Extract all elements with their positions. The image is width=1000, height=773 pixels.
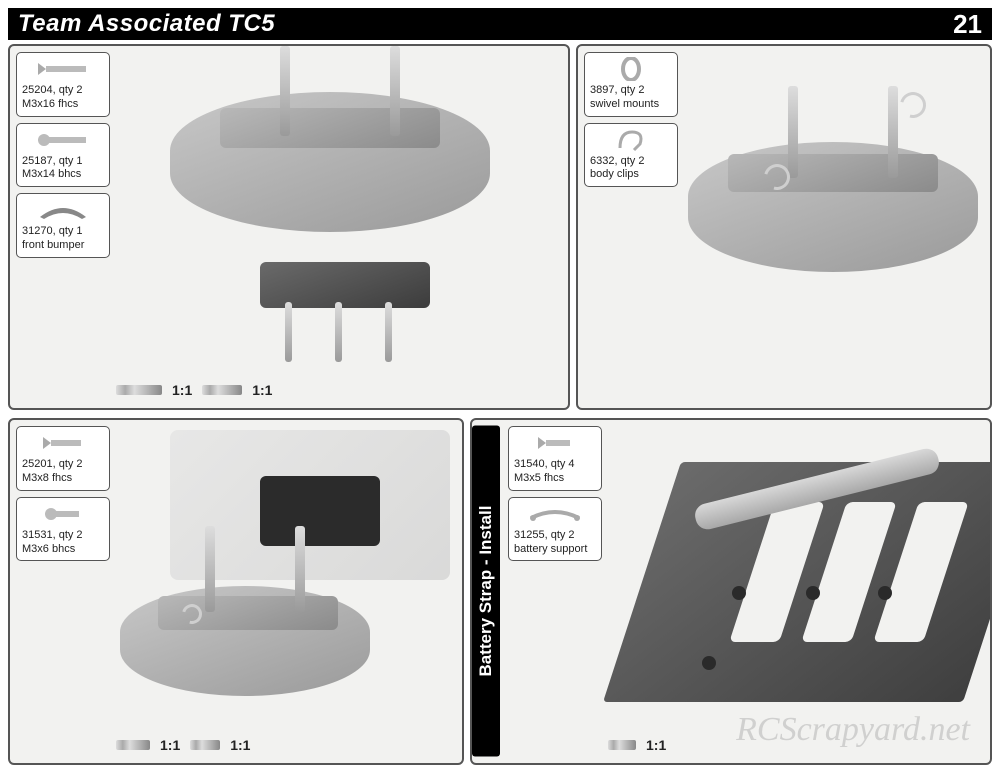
part-box: 3897, qty 2 swivel mounts [584,52,678,117]
button-screw-icon [22,128,104,152]
parts-column: 25204, qty 2 M3x16 fhcs 25187, qty 1 M3x… [16,52,110,402]
part-box: 31270, qty 1 front bumper [16,193,110,258]
scale-strip: 1:1 1:1 [116,737,250,753]
part-line: 31531, qty 2 [22,529,104,543]
part-box: 25187, qty 1 M3x14 bhcs [16,123,110,188]
scale-screw-icon [202,385,242,395]
flat-screw-icon [22,431,104,455]
part-line: 25204, qty 2 [22,84,104,98]
panel-top-right: 3897, qty 2 swivel mounts 6332, qty 2 bo… [576,44,992,410]
part-line: M3x6 bhcs [22,543,104,557]
scale-label: 1:1 [252,382,272,398]
scale-strip: 1:1 [608,737,666,753]
part-line: 31540, qty 4 [514,458,596,472]
flat-screw-icon [514,431,596,455]
scale-label: 1:1 [230,737,250,753]
part-line: 25201, qty 2 [22,458,104,472]
scale-screw-icon [116,740,150,750]
part-box: 25204, qty 2 M3x16 fhcs [16,52,110,117]
scale-screw-icon [608,740,636,750]
part-line: body clips [590,168,672,182]
part-line: 31255, qty 2 [514,529,596,543]
part-line: 25187, qty 1 [22,155,104,169]
header-title: Team Associated TC5 [18,10,275,38]
parts-column: 31540, qty 4 M3x5 fhcs 31255, qty 2 batt… [508,426,602,757]
panel-top-left: 25204, qty 2 M3x16 fhcs 25187, qty 1 M3x… [8,44,570,410]
page-header: Team Associated TC5 21 [8,8,992,40]
part-line: swivel mounts [590,98,672,112]
bumper-icon [22,198,104,222]
button-screw-icon [22,502,104,526]
parts-column: 3897, qty 2 swivel mounts 6332, qty 2 bo… [584,52,678,402]
row-2: 25201, qty 2 M3x8 fhcs 31531, qty 2 M3x6… [8,418,992,765]
scale-label: 1:1 [646,737,666,753]
scale-label: 1:1 [172,382,192,398]
section-title-vertical: Battery Strap - Install [472,426,500,757]
scale-strip: 1:1 1:1 [116,382,272,398]
parts-column: 25201, qty 2 M3x8 fhcs 31531, qty 2 M3x6… [16,426,110,757]
part-line: M3x14 bhcs [22,168,104,182]
scale-label: 1:1 [160,737,180,753]
clip-icon [590,128,672,152]
strap-icon [514,502,596,526]
swivel-icon [590,57,672,81]
part-box: 6332, qty 2 body clips [584,123,678,188]
part-line: front bumper [22,239,104,253]
assembly-view [678,52,984,402]
assembly-view: 1:1 [602,426,984,757]
flat-screw-icon [22,57,104,81]
part-box: 25201, qty 2 M3x8 fhcs [16,426,110,491]
scale-screw-icon [190,740,220,750]
part-line: M3x8 fhcs [22,472,104,486]
panel-bottom-left: 25201, qty 2 M3x8 fhcs 31531, qty 2 M3x6… [8,418,464,765]
part-line: 3897, qty 2 [590,84,672,98]
panel-bottom-right: Battery Strap - Install 31540, qty 4 M3x… [470,418,992,765]
part-line: 6332, qty 2 [590,155,672,169]
part-line: 31270, qty 1 [22,225,104,239]
part-line: battery support [514,543,596,557]
part-box: 31540, qty 4 M3x5 fhcs [508,426,602,491]
scale-screw-icon [116,385,162,395]
part-box: 31531, qty 2 M3x6 bhcs [16,497,110,562]
page-root: Team Associated TC5 21 25204, qty 2 M3x1… [0,0,1000,773]
part-line: M3x16 fhcs [22,98,104,112]
assembly-view: 1:1 1:1 [110,52,562,402]
row-1: 25204, qty 2 M3x16 fhcs 25187, qty 1 M3x… [8,44,992,410]
part-line: M3x5 fhcs [514,472,596,486]
header-page-number: 21 [953,9,982,40]
assembly-view: 1:1 1:1 [110,426,456,757]
part-box: 31255, qty 2 battery support [508,497,602,562]
